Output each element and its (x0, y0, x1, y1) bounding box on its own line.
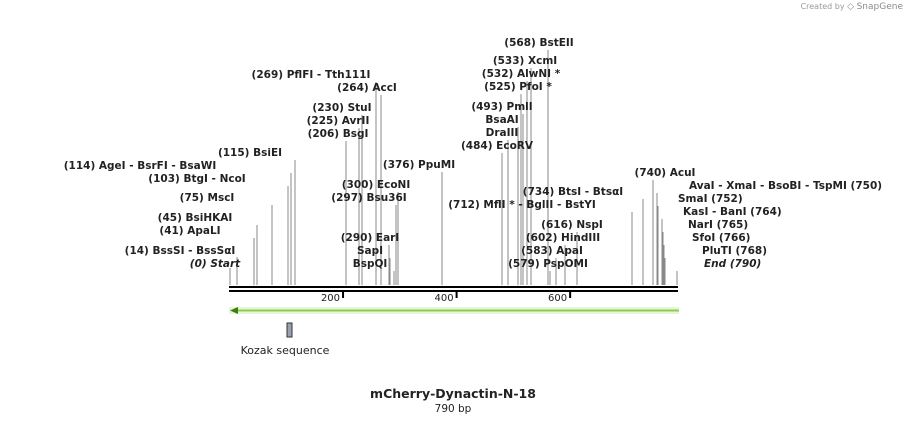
kozak-sequence-box[interactable] (286, 322, 293, 338)
site-label-avai[interactable]: AvaI - XmaI - BsoBI - TspMI (750) (689, 180, 882, 192)
site-label-xcmi[interactable]: (533) XcmI (493, 55, 557, 67)
watermark-brand: SnapGene (856, 2, 903, 12)
site-label-nspi[interactable]: (616) NspI (541, 219, 603, 231)
site-label-acui[interactable]: (740) AcuI (635, 167, 696, 179)
orf-arrow-head (230, 307, 238, 314)
kozak-feature[interactable]: Kozak sequence (241, 322, 330, 357)
site-label-bsaai[interactable]: BsaAI (485, 114, 518, 126)
site-label-bsgi[interactable]: (206) BsgI (308, 128, 369, 140)
snapgene-logo-icon: ◇ (847, 2, 855, 12)
site-label-stui[interactable]: (230) StuI (312, 102, 371, 114)
site-label-bsssi[interactable]: (14) BssSI - BssSαI (125, 245, 236, 257)
sequence-ruler: 200 400 600 (229, 286, 678, 304)
site-labels: (0) Start(14) BssSI - BssSαI(41) ApaLI(4… (64, 37, 882, 270)
site-label-bsu36i[interactable]: (297) Bsu36I (331, 192, 406, 204)
sequence-name: mCherry-Dynactin-N-18 (370, 386, 536, 401)
site-label-ppumi[interactable]: (376) PpuMI (383, 159, 455, 171)
site-label-pflfi[interactable]: (269) PflFI - Tth111I (252, 69, 371, 81)
site-label-btgi[interactable]: (103) BtgI - NcoI (148, 173, 245, 185)
site-label-msci[interactable]: (75) MscI (180, 192, 235, 204)
site-label-smai[interactable]: SmaI (752) (678, 193, 743, 205)
site-label-nari[interactable]: NarI (765) (688, 219, 748, 231)
site-label-kasi[interactable]: KasI - BanI (764) (683, 206, 782, 218)
watermark-created-by: Created by (800, 2, 845, 11)
site-label-bsiei[interactable]: (115) BsiEI (218, 147, 282, 159)
ruler-tick-label-200: 200 (321, 293, 340, 304)
site-label-pspomi[interactable]: (579) PspOMI (508, 258, 588, 270)
snapgene-watermark: Created by ◇ SnapGene (801, 2, 903, 12)
site-label-sfoi[interactable]: SfoI (766) (692, 232, 750, 244)
site-label-btsi[interactable]: (734) BtsI - BtsαI (523, 186, 623, 198)
site-label-pfoi[interactable]: (525) PfoI * (484, 81, 552, 93)
site-label-ecorv[interactable]: (484) EcoRV (461, 140, 534, 152)
ruler-tick-label-400: 400 (434, 293, 453, 304)
site-label-apali[interactable]: (41) ApaLI (159, 225, 220, 237)
site-label-pmli[interactable]: (493) PmlI (471, 101, 532, 113)
site-label-draiii[interactable]: DraIII (486, 127, 519, 139)
site-label-econi[interactable]: (300) EcoNI (342, 179, 410, 191)
site-label-pluti[interactable]: PluTI (768) (702, 245, 767, 257)
site-label-acci[interactable]: (264) AccI (337, 82, 397, 94)
site-label-end[interactable]: End (790) (704, 258, 761, 270)
kozak-sequence-label: Kozak sequence (241, 344, 330, 357)
ruler-ticks: 200 400 600 (321, 291, 572, 304)
site-label-sapi[interactable]: SapI (357, 245, 383, 257)
site-label-alwni[interactable]: (532) AlwNI * (482, 68, 561, 80)
ruler-tick-label-600: 600 (548, 293, 567, 304)
site-label-hindiii[interactable]: (602) HindIII (526, 232, 600, 244)
site-label-bsihkai[interactable]: (45) BsiHKAI (158, 212, 233, 224)
site-label-avrii[interactable]: (225) AvrII (307, 115, 370, 127)
site-label-eari[interactable]: (290) EarI (341, 232, 400, 244)
site-label-mfli[interactable]: (712) MflI * - BglII - BstYI (448, 199, 596, 211)
site-label-bspqi[interactable]: BspQI (353, 258, 388, 270)
site-label-bsteii[interactable]: (568) BstEII (504, 37, 573, 49)
orf-arrow[interactable] (229, 307, 679, 314)
site-label-apai[interactable]: (583) ApaI (521, 245, 583, 257)
site-leader-lines (229, 50, 678, 285)
site-label-start[interactable]: (0) Start (190, 258, 241, 270)
site-label-agei[interactable]: (114) AgeI - BsrFI - BsaWI (64, 160, 217, 172)
sequence-length: 790 bp (435, 403, 472, 415)
